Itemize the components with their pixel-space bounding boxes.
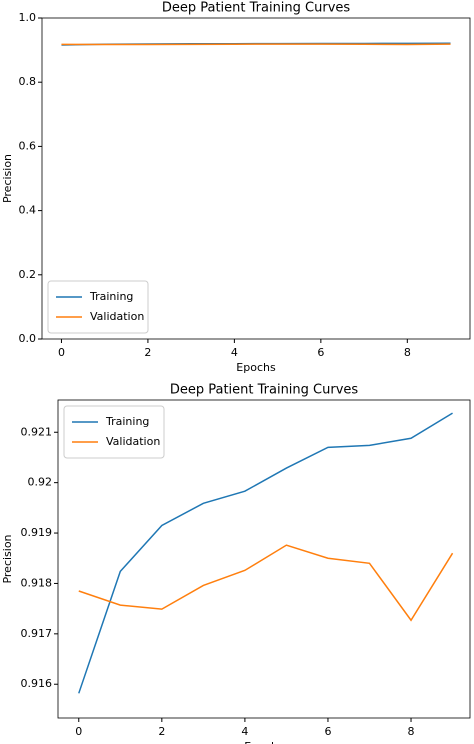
legend-label: Training: [105, 415, 149, 428]
x-tick-label: 0: [58, 346, 65, 359]
y-tick-label: 0.92: [28, 476, 53, 489]
plot-frame: [57, 399, 471, 719]
x-tick-label: 2: [158, 725, 165, 738]
legend-label: Validation: [106, 435, 160, 448]
x-tick-label: 0: [75, 725, 82, 738]
y-tick-label: 0.0: [19, 332, 37, 345]
y-tick-label: 0.916: [21, 677, 53, 690]
x-tick-label: 6: [324, 725, 331, 738]
legend-label: Validation: [90, 310, 144, 323]
x-tick-label: 4: [231, 346, 238, 359]
plot-frame: [41, 17, 471, 340]
chart-title: Deep Patient Training Curves: [162, 1, 351, 16]
y-tick-label: 0.4: [19, 204, 37, 217]
y-tick-label: 0.917: [21, 627, 53, 640]
x-tick-label: 6: [317, 346, 324, 359]
legend-box: [47, 280, 149, 334]
chart-title: Deep Patient Training Curves: [170, 383, 359, 398]
x-tick-label: 2: [144, 346, 151, 359]
x-tick-label: 8: [408, 725, 415, 738]
y-axis-label: Precision: [1, 154, 14, 203]
line-series: [78, 412, 453, 694]
y-tick-label: 1.0: [19, 11, 37, 24]
y-tick-label: 0.919: [21, 526, 53, 539]
y-tick-label: 0.6: [19, 139, 37, 152]
y-tick-label: 0.918: [21, 576, 53, 589]
y-axis-label: Precision: [1, 534, 14, 583]
legend-box: [63, 405, 165, 459]
y-tick-label: 0.921: [21, 425, 53, 438]
x-tick-label: 8: [404, 346, 411, 359]
x-tick-label: 4: [241, 725, 248, 738]
x-axis-label: Epochs: [236, 361, 276, 374]
line-series: [78, 544, 454, 622]
y-tick-label: 0.2: [19, 268, 37, 281]
y-tick-label: 0.8: [19, 75, 37, 88]
legend-label: Training: [89, 290, 133, 303]
x-axis-label: Epochs: [244, 740, 284, 744]
